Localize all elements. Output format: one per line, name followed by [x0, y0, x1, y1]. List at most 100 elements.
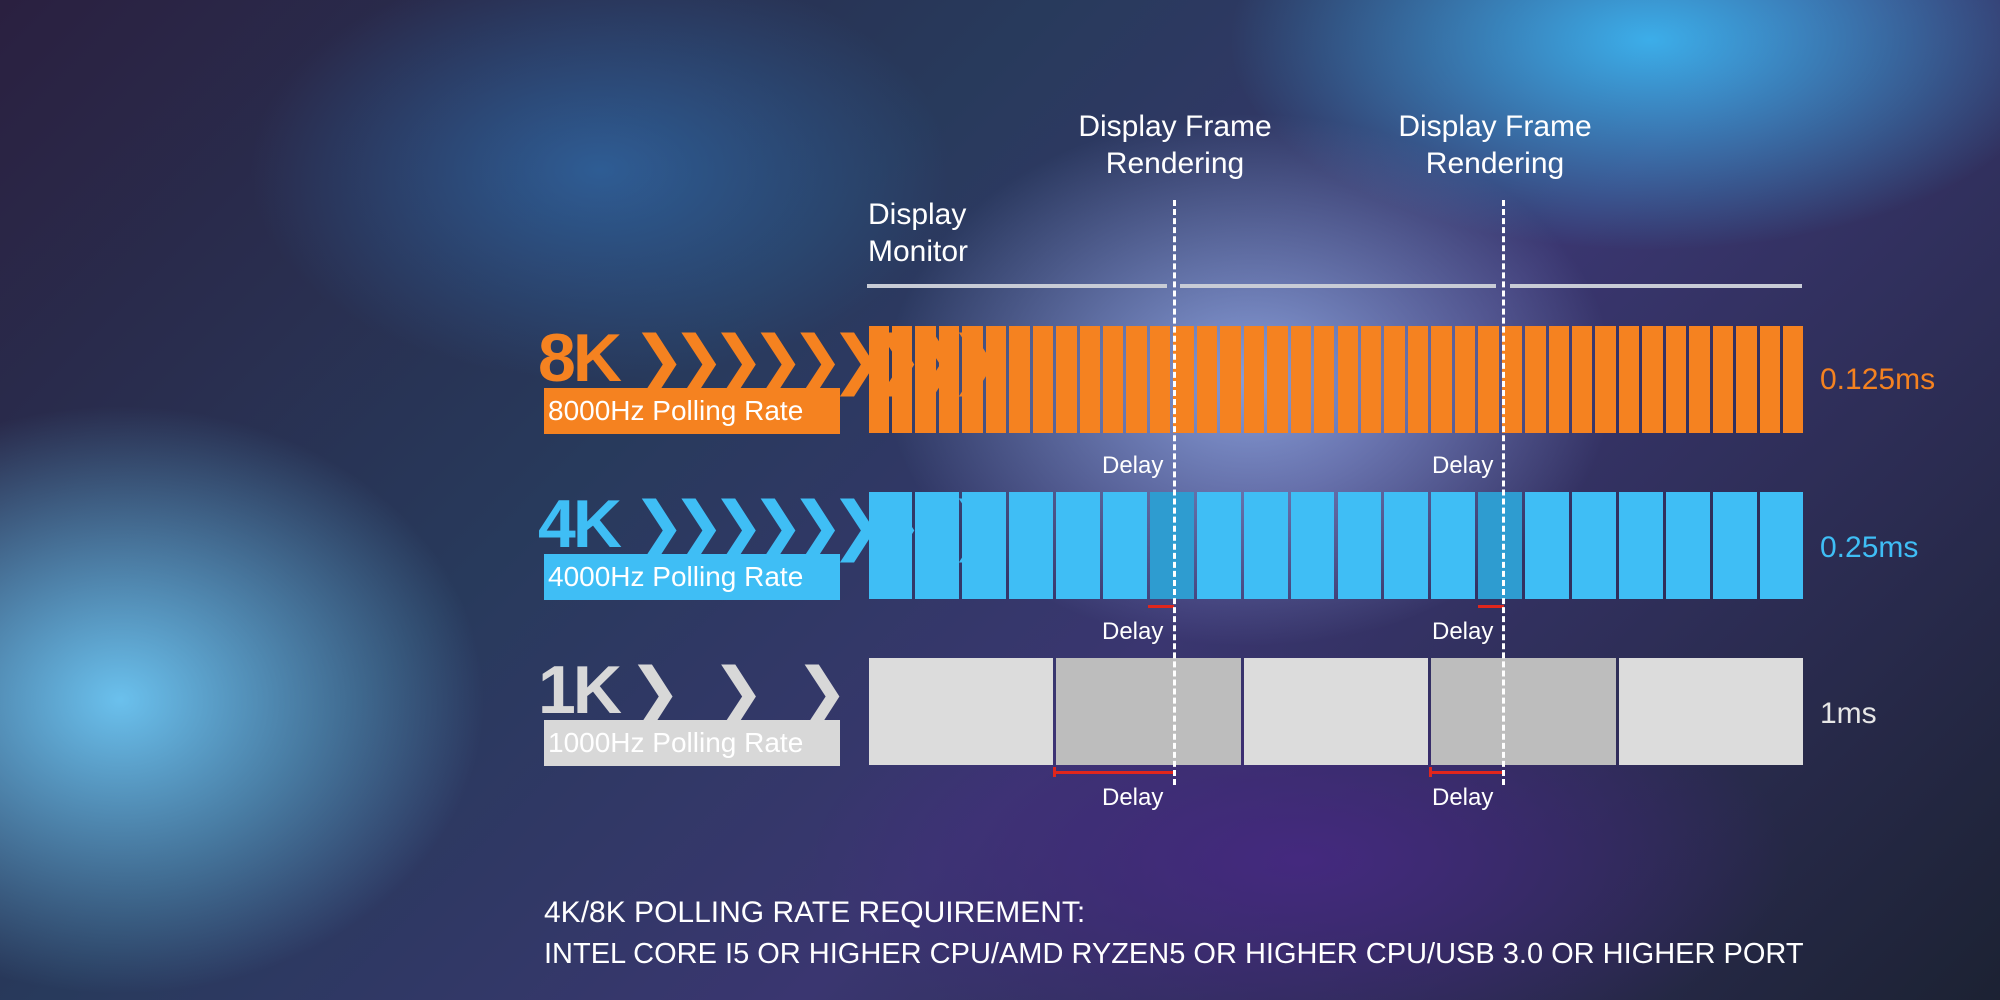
poll-segment	[1712, 492, 1757, 599]
row-4k-poll-strip	[867, 492, 1805, 599]
requirement-detail: INTEL CORE I5 OR HIGHER CPU/AMD RYZEN5 O…	[544, 938, 1804, 970]
poll-segment	[1525, 492, 1569, 599]
poll-segment	[1618, 658, 1804, 765]
frame-label-2-line-2: Rendering	[1425, 147, 1565, 180]
frame-rendering-label-1: Display Frame Rendering	[1060, 108, 1290, 182]
poll-segment	[1431, 326, 1452, 433]
poll-segment	[1337, 492, 1382, 599]
poll-segment	[1337, 326, 1358, 433]
poll-segment	[915, 326, 936, 433]
row-4k-interval: 0.25ms	[1820, 531, 1919, 564]
monitor-timeline-segment-1	[867, 284, 1167, 288]
row-4k-delay-marker-1	[1148, 605, 1174, 608]
poll-segment	[962, 492, 1007, 599]
poll-segment	[1712, 326, 1734, 433]
row-4k-rate-label: 4000Hz Polling Rate	[544, 554, 840, 600]
display-monitor-label: Display Monitor	[868, 196, 968, 270]
poll-segment	[1618, 492, 1663, 599]
poll-segment	[1243, 326, 1265, 433]
row-1k-interval: 1ms	[1820, 697, 1877, 730]
poll-segment	[1454, 326, 1476, 433]
row-1k-delay-label-2: Delay	[1432, 784, 1494, 811]
frame-render-line-1	[1173, 200, 1176, 785]
poll-segment	[1103, 326, 1124, 433]
poll-segment	[938, 326, 960, 433]
row-8k-tag: 8K	[538, 320, 622, 396]
poll-segment	[1079, 326, 1100, 433]
poll-segment	[891, 326, 913, 433]
row-8k-rate-label: 8000Hz Polling Rate	[544, 388, 840, 434]
poll-segment	[1548, 326, 1569, 433]
poll-segment	[1290, 326, 1312, 433]
row-4k-delay-label-1: Delay	[1102, 618, 1164, 645]
poll-segment	[1384, 326, 1405, 433]
poll-segment	[1032, 326, 1054, 433]
poll-segment	[1689, 326, 1710, 433]
monitor-label-line-2: Monitor	[868, 235, 969, 268]
poll-segment	[1360, 326, 1382, 433]
poll-segment	[1056, 658, 1241, 765]
row-1k-delay-marker-1	[1054, 771, 1174, 774]
poll-segment	[1665, 326, 1687, 433]
poll-segment	[1407, 326, 1429, 433]
poll-segment	[1314, 326, 1335, 433]
poll-segment	[1501, 326, 1523, 433]
poll-segment	[1783, 326, 1804, 433]
poll-segment	[1196, 326, 1218, 433]
row-8k-poll-strip	[867, 326, 1805, 433]
row-1k-rate-label: 1000Hz Polling Rate	[544, 720, 840, 766]
row-8k-delay-label-1: Delay	[1102, 452, 1164, 479]
row-1k-delay-marker-2	[1430, 771, 1504, 774]
poll-segment	[1572, 326, 1593, 433]
poll-segment	[868, 326, 889, 433]
row-1k-delay-tick-1	[1053, 767, 1056, 777]
poll-segment	[1431, 492, 1476, 599]
poll-segment	[1173, 326, 1194, 433]
row-8k-interval: 0.125ms	[1820, 363, 1936, 396]
row-1k-delay-tick-2	[1429, 767, 1432, 777]
row-1k-tag: 1K	[538, 652, 622, 728]
poll-segment	[1243, 492, 1288, 599]
poll-segment	[1642, 326, 1663, 433]
poll-segment	[1665, 492, 1710, 599]
poll-segment	[868, 658, 1054, 765]
row-4k-tag: 4K	[538, 486, 622, 562]
row-1k-delay-label-1: Delay	[1102, 784, 1164, 811]
poll-segment	[1431, 658, 1616, 765]
monitor-label-line-1: Display	[868, 198, 967, 231]
frame-label-2-line-1: Display Frame	[1398, 110, 1592, 143]
poll-segment	[1478, 492, 1523, 599]
frame-label-1-line-1: Display Frame	[1078, 110, 1272, 143]
poll-segment	[1243, 658, 1429, 765]
poll-segment	[1196, 492, 1241, 599]
poll-segment	[1267, 326, 1288, 433]
poll-segment	[1149, 492, 1194, 599]
poll-segment	[1595, 326, 1616, 433]
poll-segment	[1572, 492, 1616, 599]
poll-segment	[1478, 326, 1499, 433]
monitor-timeline-segment-3	[1510, 284, 1802, 288]
poll-segment	[1056, 326, 1077, 433]
poll-segment	[1056, 492, 1100, 599]
row-8k-delay-label-2: Delay	[1432, 452, 1494, 479]
poll-segment	[1384, 492, 1429, 599]
row-1k-poll-strip	[867, 658, 1805, 765]
row-4k-delay-marker-2	[1478, 605, 1504, 608]
monitor-timeline-segment-2	[1180, 284, 1496, 288]
poll-segment	[1220, 326, 1241, 433]
poll-segment	[915, 492, 960, 599]
frame-label-1-line-2: Rendering	[1105, 147, 1245, 180]
poll-segment	[1525, 326, 1546, 433]
poll-segment	[1759, 326, 1781, 433]
frame-rendering-label-2: Display Frame Rendering	[1380, 108, 1610, 182]
poll-segment	[1618, 326, 1640, 433]
poll-segment	[1103, 492, 1147, 599]
poll-segment	[1009, 326, 1030, 433]
poll-segment	[1736, 326, 1757, 433]
poll-segment	[1126, 326, 1147, 433]
poll-segment	[1759, 492, 1804, 599]
requirement-title: 4K/8K POLLING RATE REQUIREMENT:	[544, 896, 1086, 929]
poll-segment	[1290, 492, 1335, 599]
poll-segment	[1149, 326, 1171, 433]
row-4k-delay-label-2: Delay	[1432, 618, 1494, 645]
